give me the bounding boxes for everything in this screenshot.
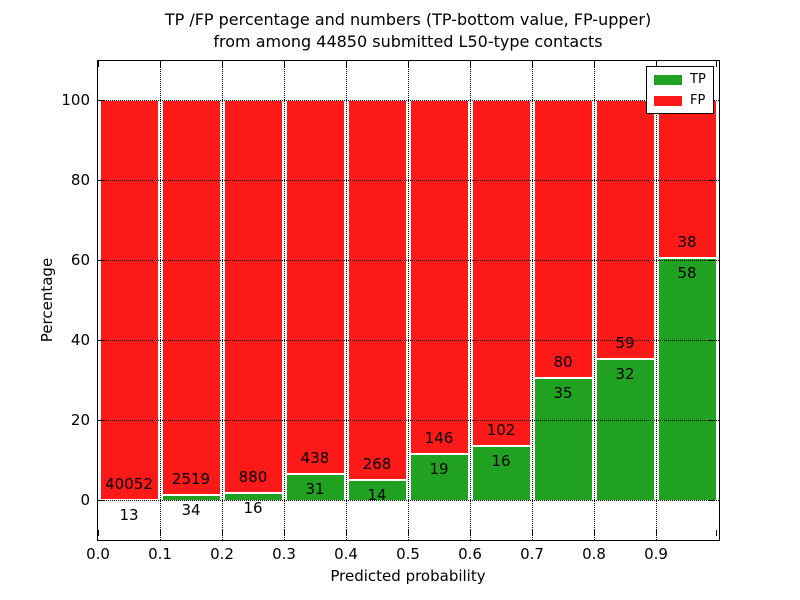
grid-vline [593, 61, 595, 540]
grid-hline [98, 499, 719, 501]
bar-count-label-tp: 32 [615, 365, 635, 384]
bar-slot [657, 100, 717, 500]
grid-hline [98, 419, 719, 421]
x-tick-label: 0.2 [210, 545, 234, 563]
x-tick-label: 0.6 [458, 545, 482, 563]
x-tick-label: 0.5 [396, 545, 420, 563]
bar-count-label-fp: 146 [424, 428, 454, 447]
bar-fp-segment [409, 100, 469, 454]
bar-count-label-tp: 58 [677, 264, 697, 283]
bar-tp-segment [285, 473, 345, 500]
legend-row-fp: FP [647, 92, 713, 108]
legend-label-tp: TP [690, 71, 706, 87]
plot-area: 40052 13 2519 34 880 16 438 31 268 14 146 19 102 16 80… [97, 60, 720, 541]
x-tick-label: 0.7 [520, 545, 544, 563]
grid-vline [283, 61, 285, 540]
bar-count-label-tp: 19 [429, 459, 449, 478]
legend-label-fp: FP [690, 92, 706, 108]
bar-tp-segment [471, 445, 531, 500]
grid-hline [98, 259, 719, 261]
y-tick-label: 0 [80, 491, 90, 509]
bar-slot [161, 100, 221, 500]
bar-fp-segment [595, 100, 655, 360]
y-tick-label: 100 [61, 91, 90, 109]
x-tick-label: 0.3 [272, 545, 296, 563]
x-tick-label: 0.9 [644, 545, 668, 563]
x-tick-label: 0.0 [86, 545, 110, 563]
grid-vline [345, 61, 347, 540]
grid-vline [531, 61, 533, 540]
y-tick-label: 20 [70, 411, 90, 429]
grid-vline [407, 61, 409, 540]
bar-count-label-tp: 16 [491, 451, 511, 470]
bar-fp-segment [533, 100, 593, 379]
bar-count-label-tp: 14 [367, 486, 387, 505]
bar-count-label-tp: 13 [119, 505, 139, 524]
bar-count-label-fp: 80 [553, 353, 573, 372]
bar-fp-segment [99, 100, 159, 500]
bar-tp-segment [595, 359, 655, 500]
bar-count-label-fp: 438 [300, 448, 330, 467]
bar-slot [409, 100, 469, 500]
x-tick-label: 0.8 [582, 545, 606, 563]
legend-row-tp: TP [647, 71, 713, 87]
y-tick-label: 60 [70, 251, 90, 269]
bar-tp-segment [657, 258, 717, 500]
x-tick-label: 0.1 [148, 545, 172, 563]
bar-count-label-tp: 31 [305, 479, 325, 498]
bar-count-label-fp: 2519 [171, 469, 211, 488]
y-axis-label: Percentage [38, 257, 56, 343]
bar-fp-segment [161, 100, 221, 495]
bar-slot [595, 100, 655, 500]
bar-tp-segment [223, 492, 283, 500]
bar-fp-segment [285, 100, 345, 474]
x-tick-mark [97, 61, 99, 67]
x-tick-mark [715, 530, 717, 536]
x-axis-label: Predicted probability [330, 567, 486, 585]
grid-hline [98, 179, 719, 181]
bar-slot [471, 100, 531, 500]
bar-fp-segment [471, 100, 531, 446]
bar-count-label-tp: 35 [553, 384, 573, 403]
bar-count-label-fp: 40052 [105, 474, 153, 493]
bar-fp-segment [347, 100, 407, 481]
chart-title-line1: TP /FP percentage and numbers (TP-bottom… [164, 10, 652, 29]
grid-hline [98, 99, 719, 101]
legend-swatch-fp-icon [654, 95, 682, 106]
chart-title: TP /FP percentage and numbers (TP-bottom… [98, 9, 718, 53]
bar-fp-segment [657, 100, 717, 259]
bar-count-label-tp: 16 [243, 498, 263, 517]
bar-slot [223, 100, 283, 500]
grid-vline [159, 61, 161, 540]
bar-count-label-fp: 59 [615, 334, 635, 353]
bar-fp-segment [223, 100, 283, 493]
grid-vline [221, 61, 223, 540]
bar-slot [285, 100, 345, 500]
bar-tp-segment [409, 453, 469, 500]
y-tick-label: 80 [70, 171, 90, 189]
bar-slot [347, 100, 407, 500]
bar-count-label-tp: 34 [181, 500, 201, 519]
legend-swatch-tp-icon [654, 74, 682, 85]
x-tick-mark [715, 61, 717, 67]
grid-vline [469, 61, 471, 540]
bar-tp-segment [533, 378, 593, 500]
bar-count-label-fp: 38 [677, 233, 697, 252]
legend: TP FP [646, 66, 714, 114]
bar-tp-segment [347, 480, 407, 500]
bar-slot [533, 100, 593, 500]
x-tick-label: 0.4 [334, 545, 358, 563]
y-tick-label: 40 [70, 331, 90, 349]
grid-vline [655, 61, 657, 540]
bar-count-label-fp: 880 [238, 467, 268, 486]
grid-hline [98, 339, 719, 341]
x-tick-mark [97, 530, 99, 536]
bar-count-label-fp: 102 [486, 420, 516, 439]
bar-slot [99, 100, 159, 500]
bar-tp-segment [161, 494, 221, 500]
bar-count-label-fp: 268 [362, 455, 392, 474]
chart-title-line2: from among 44850 submitted L50-type cont… [213, 32, 603, 51]
